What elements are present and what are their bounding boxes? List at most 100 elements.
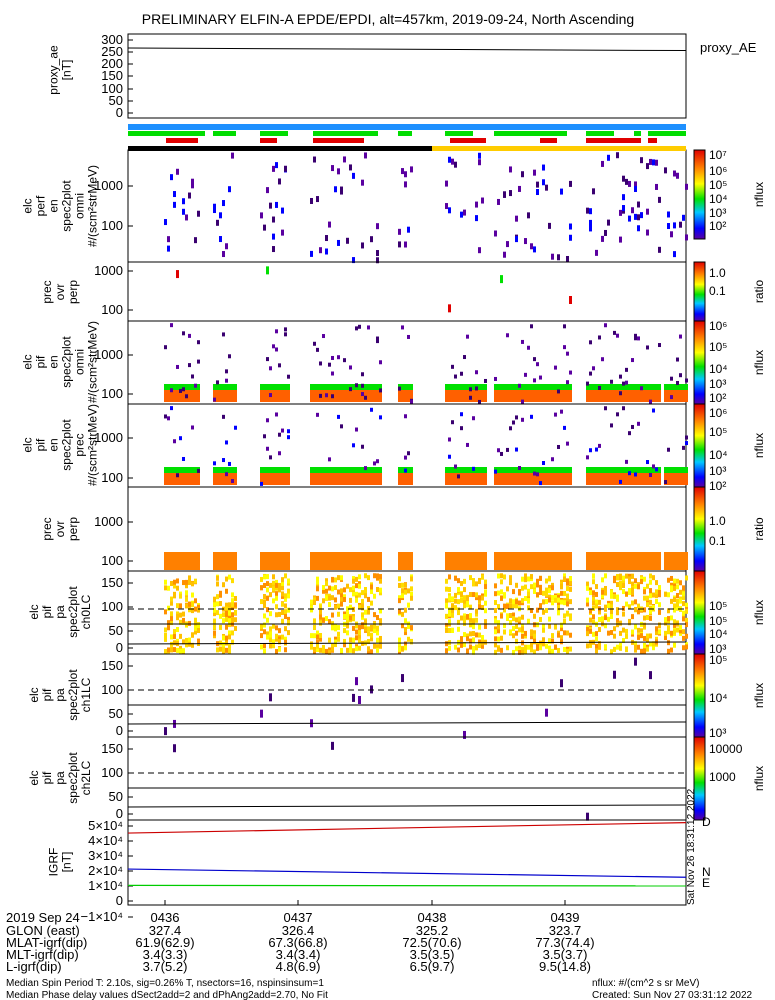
heat-cell (586, 812, 589, 821)
colorbar (693, 653, 706, 738)
heat-cell (364, 152, 367, 159)
heat-cell (673, 597, 676, 603)
heat-cell (613, 384, 616, 390)
heat-cell (222, 414, 225, 419)
heat-cell (601, 357, 604, 362)
heat-cell (469, 591, 472, 597)
heat-cell (634, 185, 637, 192)
heat-cell (664, 552, 667, 570)
footer-row-value: 6.5(9.7) (410, 959, 455, 974)
heat-cell (646, 460, 649, 465)
heat-cell (269, 473, 272, 485)
heat-cell (284, 639, 287, 645)
heat-cell (515, 384, 518, 390)
heat-cell (460, 412, 463, 417)
heat-cell (194, 598, 197, 604)
heat-cell (515, 630, 518, 636)
heat-cell (164, 727, 167, 736)
heat-cell (188, 607, 191, 613)
heat-cell (469, 387, 472, 392)
heat-cell (334, 473, 337, 485)
footer-created: Created: Sun Nov 27 03:31:12 2022 (592, 990, 753, 1000)
y-tick-label: 100 (101, 765, 123, 780)
heat-cell (407, 467, 410, 473)
heat-cell (313, 341, 316, 346)
heat-cell (367, 638, 370, 644)
heat-cell (266, 446, 269, 451)
heat-cell (589, 340, 592, 345)
heat-cell (266, 552, 269, 570)
heat-cell (275, 201, 278, 208)
heat-cell (551, 253, 554, 260)
heat-cell (398, 641, 401, 647)
heat-cell (518, 185, 521, 192)
heat-cell (328, 619, 331, 625)
heat-cell (679, 390, 682, 402)
heat-cell (197, 638, 200, 644)
heat-cell (234, 552, 237, 570)
heat-cell (275, 384, 278, 390)
heat-cell (673, 629, 676, 635)
heat-cell (500, 467, 503, 473)
heat-cell (463, 642, 466, 648)
heat-cell (649, 579, 652, 585)
y-axis-label: omni (73, 349, 87, 375)
heat-cell (278, 451, 281, 456)
heat-cell (219, 212, 222, 219)
heat-cell (272, 552, 275, 570)
heat-cell (610, 649, 613, 655)
heat-cell (625, 552, 628, 570)
heat-cell (319, 384, 322, 390)
heat-cell (494, 618, 497, 624)
heat-cell (337, 575, 340, 581)
panel-frame (127, 653, 687, 738)
heat-cell (379, 360, 382, 365)
heat-cell (343, 642, 346, 648)
heat-cell (524, 648, 527, 654)
heat-cell (481, 473, 484, 485)
heat-cell (664, 591, 667, 597)
heat-cell (364, 589, 367, 595)
heat-cell (676, 578, 679, 584)
heat-cell (592, 600, 595, 606)
heat-cell (536, 582, 539, 588)
heat-cell (454, 473, 457, 485)
y-axis-label: [nT] (60, 60, 74, 81)
heat-cell (167, 384, 170, 390)
y-axis-label: spec2plot (66, 669, 80, 721)
heat-cell (679, 473, 682, 485)
heat-cell (595, 249, 598, 256)
heat-cell (231, 630, 234, 636)
heat-cell (530, 390, 533, 402)
heat-cell (682, 214, 685, 221)
heat-cell (469, 467, 472, 473)
heat-cell (533, 473, 536, 485)
heat-cell (500, 595, 503, 601)
heat-cell (191, 467, 194, 473)
heat-cell (454, 605, 457, 611)
heat-cell (481, 635, 484, 641)
heat-cell (484, 579, 487, 585)
heat-cell (197, 473, 200, 485)
heat-cell (445, 390, 448, 402)
heat-cell (475, 581, 478, 587)
heat-cell (272, 580, 275, 586)
heat-cell (287, 429, 290, 434)
heat-cell (628, 467, 631, 473)
heat-cell (310, 197, 313, 204)
heat-cell (557, 632, 560, 638)
heat-cell (494, 390, 497, 402)
heat-cell (628, 618, 631, 624)
heat-cell (631, 390, 634, 402)
heat-cell (222, 458, 225, 463)
heat-cell (225, 384, 228, 390)
heat-cell (586, 581, 589, 587)
heat-cell (676, 384, 679, 390)
heat-cell (266, 617, 269, 623)
heat-cell (643, 635, 646, 641)
heat-cell (646, 229, 649, 236)
heat-cell (346, 623, 349, 629)
heat-cell (616, 607, 619, 613)
heat-cell (275, 595, 278, 601)
